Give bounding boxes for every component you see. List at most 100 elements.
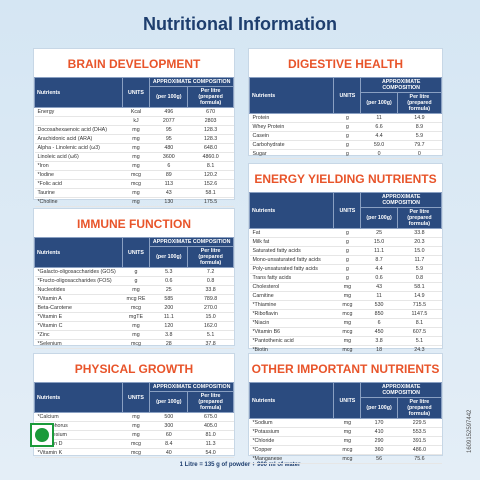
per-litre: 229.5 xyxy=(412,419,427,426)
unit: mcg xyxy=(342,328,353,335)
table-body: Energy Kcal 496 670 kJ 2077 2803 Docosahexaenoi… xyxy=(34,108,234,207)
table-head: Nutrients UNITS APPROXIMATE COMPOSITION (pe… xyxy=(34,237,234,268)
nutrient-row: *Sodium mg 170 229.5 xyxy=(249,419,442,428)
column-header: UNITS xyxy=(333,382,362,419)
per-100g: 40 xyxy=(165,449,172,456)
nutrient-row: Fat g 25 33.8 xyxy=(249,229,442,238)
nutrient-row: *Niacin mg 6 8.1 xyxy=(249,319,442,328)
per-100g: 3.8 xyxy=(375,337,383,344)
per-litre: 14.9 xyxy=(414,114,425,121)
nutrient-row: *Vitamin A mcg RE 585 789.8 xyxy=(34,295,234,304)
per-100g: 6.6 xyxy=(375,123,383,130)
unit: mg xyxy=(343,428,352,435)
per-litre: 175.5 xyxy=(203,198,218,205)
nutrient-row: *Chloride mg 290 391.5 xyxy=(249,437,442,446)
per-100g: 2077 xyxy=(162,117,175,124)
per-litre: 5.9 xyxy=(415,265,424,272)
nutrient-row: Energy Kcal 496 670 xyxy=(34,108,234,117)
nutrient: *Galacto-oligosaccharides (GOS) xyxy=(37,268,116,275)
unit: mg xyxy=(132,162,140,169)
per-litre: 405.0 xyxy=(203,422,218,429)
nutrient: Poly-unsaturated fatty acids xyxy=(252,265,318,272)
panel: DIGESTIVE HEALTH Nutrients UNITS APPROXIMAT… xyxy=(248,48,443,159)
column-header: UNITS xyxy=(121,237,151,268)
nutrition-table: Nutrients UNITS APPROXIMATE COMPOSITION (pe… xyxy=(248,77,443,159)
per-100g: 0.6 xyxy=(165,277,173,284)
nutrition-table: Nutrients UNITS APPROXIMATE COMPOSITION (pe… xyxy=(34,382,234,458)
unit: mcg xyxy=(130,340,141,347)
column-header: Per litre (prepared formula) xyxy=(187,86,234,108)
per-litre: 391.5 xyxy=(412,437,427,444)
nutrient: *Riboflavin xyxy=(252,310,278,317)
column-header: (per 100g) xyxy=(149,391,189,413)
unit: mg xyxy=(132,144,140,151)
nutrient-row: *Pantothenic acid mg 3.8 5.1 xyxy=(249,337,442,346)
unit: mcg xyxy=(342,455,353,462)
unit: mg xyxy=(343,319,352,326)
unit: mgTE xyxy=(128,313,144,320)
unit: g xyxy=(345,274,349,281)
nutrient-row: Mono-unsaturated fatty acids g 8.7 11.7 xyxy=(249,256,442,265)
nutrient-row: Whey Protein g 6.6 8.9 xyxy=(249,123,442,132)
nutrient-row: *Phosphorusmg300405.0 xyxy=(34,422,234,431)
per-litre: 20.3 xyxy=(414,238,425,245)
nutrient: Saturated fatty acids xyxy=(252,247,301,254)
column-header: Per litre (prepared formula) xyxy=(187,246,234,268)
per-litre: 14.9 xyxy=(414,292,425,299)
nutrient-row: Poly-unsaturated fatty acids g 4.4 5.9 xyxy=(249,265,442,274)
nutrient-row: Saturated fatty acids g 11.1 15.0 xyxy=(249,247,442,256)
column-header: Nutrients xyxy=(248,192,335,229)
per-100g: 4.4 xyxy=(375,132,383,139)
column-header: APPROXIMATE COMPOSITION xyxy=(360,382,442,398)
unit: mcg xyxy=(130,171,141,178)
nutrient: *Calcium xyxy=(37,413,59,420)
nutrient-row: *Vitamin E mgTE 11.1 15.0 xyxy=(34,313,234,322)
panel: PHYSICAL GROWTH Nutrients UNITS APPROXIMATE… xyxy=(33,353,235,458)
unit: mg xyxy=(132,431,140,438)
per-litre: 81.0 xyxy=(205,431,216,438)
per-100g: 28 xyxy=(165,340,172,347)
nutrient: Cholesterol xyxy=(252,283,280,290)
header-row: (per 100g) Per litre (prepared formula) xyxy=(35,391,234,413)
nutrient: *Vitamin K xyxy=(37,449,63,456)
unit: mg xyxy=(132,126,140,133)
nutrient-row: Sugar g 0 0 xyxy=(249,150,442,159)
per-litre: 486.0 xyxy=(412,446,427,453)
nutrient: Whey Protein xyxy=(252,123,285,130)
unit: g xyxy=(345,247,349,254)
nutrient-row: *Potassium mg 410 553.5 xyxy=(249,428,442,437)
per-100g: 11.1 xyxy=(163,313,174,320)
footer: 1 Litre = 135 g of powder + 900 ml of wa… xyxy=(179,462,301,468)
column-header: APPROXIMATE COMPOSITION xyxy=(149,382,234,392)
column-header: Nutrients xyxy=(248,382,335,419)
per-100g: 5.3 xyxy=(165,268,173,275)
unit: g xyxy=(345,141,349,148)
per-100g: 11 xyxy=(376,292,382,299)
nutrient: Casein xyxy=(252,132,270,139)
table-body: *Galacto-oligosaccharides (GOS) g 5.3 7.2 *F… xyxy=(34,268,234,349)
nutrient: Carbohydrate xyxy=(252,141,285,148)
per-litre: 15.0 xyxy=(205,313,216,320)
unit: mcg xyxy=(130,440,141,447)
per-litre: 648.0 xyxy=(203,144,218,151)
nutrient: Linoleic acid (ω6) xyxy=(37,153,79,160)
unit: mcg xyxy=(130,304,141,311)
per-litre: 0.8 xyxy=(206,277,215,284)
nutrient-row: *Selenium mcg 28 37.8 xyxy=(34,340,234,349)
per-litre: 553.5 xyxy=(412,428,427,435)
per-litre: 4860.0 xyxy=(202,153,219,160)
unit: kJ xyxy=(133,117,139,124)
column-header: Nutrients xyxy=(34,77,123,108)
per-litre: 607.5 xyxy=(412,328,427,335)
per-litre: 79.7 xyxy=(414,141,425,148)
per-100g: 290 xyxy=(374,437,384,444)
per-100g: 25 xyxy=(165,286,172,293)
nutrient: Sugar xyxy=(252,150,267,157)
table-body: Fat g 25 33.8 Milk fat g 15.0 20.3 Saturated fat… xyxy=(249,229,442,364)
nutrient-row: Nucleotides mg 25 33.8 xyxy=(34,286,234,295)
unit: g xyxy=(345,256,349,263)
per-litre: 0 xyxy=(417,150,421,157)
panel: OTHER IMPORTANT NUTRIENTS Nutrients UNITS A… xyxy=(248,353,443,464)
unit: mg xyxy=(343,419,352,426)
